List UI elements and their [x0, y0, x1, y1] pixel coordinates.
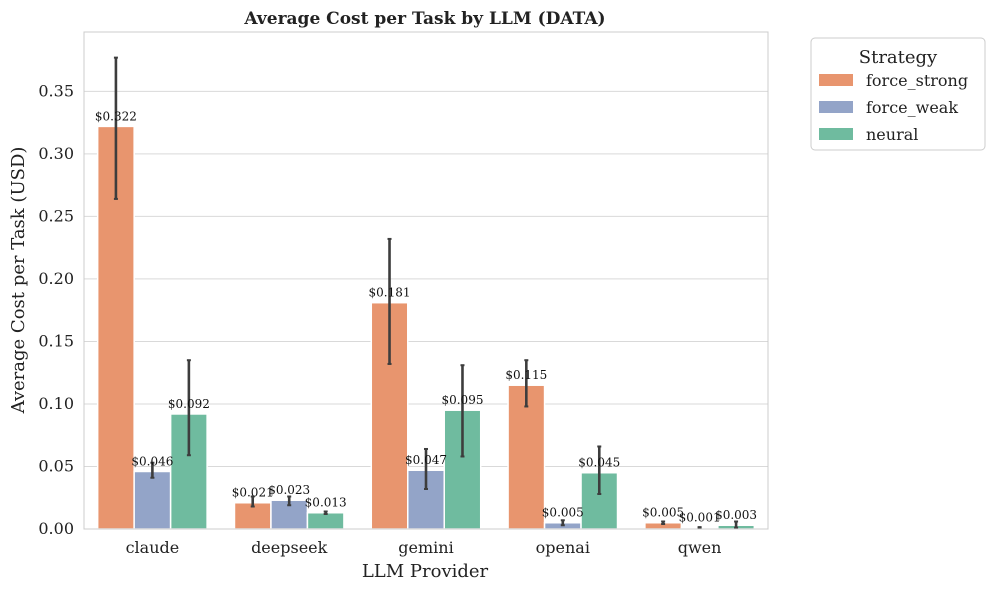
bar-neural-deepseek [306, 511, 345, 530]
plot-frame [83, 31, 769, 530]
data-label: $0.095 [441, 393, 483, 407]
y-tick-label: 0.25 [38, 206, 74, 225]
error-bars [113, 56, 739, 530]
x-tick-label: gemini [398, 538, 453, 557]
y-axis-label: Average Cost per Task (USD) [8, 147, 29, 415]
data-label: $0.115 [505, 368, 547, 382]
chart-title: Average Cost per Task by LLM (DATA) [243, 9, 605, 29]
legend-swatch-neural [819, 128, 853, 140]
y-tick-label: 0.35 [38, 81, 74, 100]
y-tick-label: 0.00 [38, 519, 74, 538]
data-label: $0.021 [232, 486, 274, 500]
legend-swatch-force_weak [819, 101, 853, 113]
legend-title: Strategy [859, 47, 938, 68]
data-label: $0.001 [679, 511, 721, 525]
legend-swatch-force_strong [819, 74, 853, 86]
x-axis-label: LLM Provider [362, 561, 489, 582]
data-label: $0.003 [715, 508, 757, 522]
data-label: $0.005 [642, 506, 684, 520]
bars [96, 125, 756, 530]
x-tick-label: openai [536, 538, 590, 557]
x-tick-label: qwen [678, 538, 722, 557]
legend-label-neural: neural [866, 125, 918, 144]
data-label: $0.023 [268, 483, 310, 497]
data-label: $0.045 [578, 456, 620, 470]
y-tick-label: 0.30 [38, 144, 74, 163]
y-tick-label: 0.15 [38, 331, 74, 350]
y-tick-labels: 0.00 0.05 0.10 0.15 0.20 0.25 0.30 0.35 [38, 81, 74, 538]
data-label: $0.322 [95, 109, 137, 123]
x-tick-label: claude [126, 538, 180, 557]
data-label: $0.047 [405, 453, 447, 467]
y-tick-label: 0.20 [38, 269, 74, 288]
data-label: $0.005 [542, 506, 584, 520]
data-label: $0.046 [131, 454, 173, 468]
data-label: $0.013 [305, 496, 347, 510]
legend-frame [810, 37, 986, 151]
bar-force_weak-claude [133, 470, 172, 530]
y-tick-label: 0.10 [38, 394, 74, 413]
data-label: $0.181 [369, 286, 411, 300]
x-tick-label: deepseek [251, 538, 328, 557]
data-label: $0.092 [168, 397, 210, 411]
x-tick-labels: claude deepseek gemini openai qwen [126, 538, 722, 557]
legend-label-force_strong: force_strong [866, 71, 968, 90]
data-labels: $0.322 $0.021 $0.181 $0.115 $0.005 $0.046 $0.0… [95, 109, 757, 524]
legend-label-force_weak: force_weak [866, 98, 958, 117]
y-tick-label: 0.05 [38, 456, 74, 475]
